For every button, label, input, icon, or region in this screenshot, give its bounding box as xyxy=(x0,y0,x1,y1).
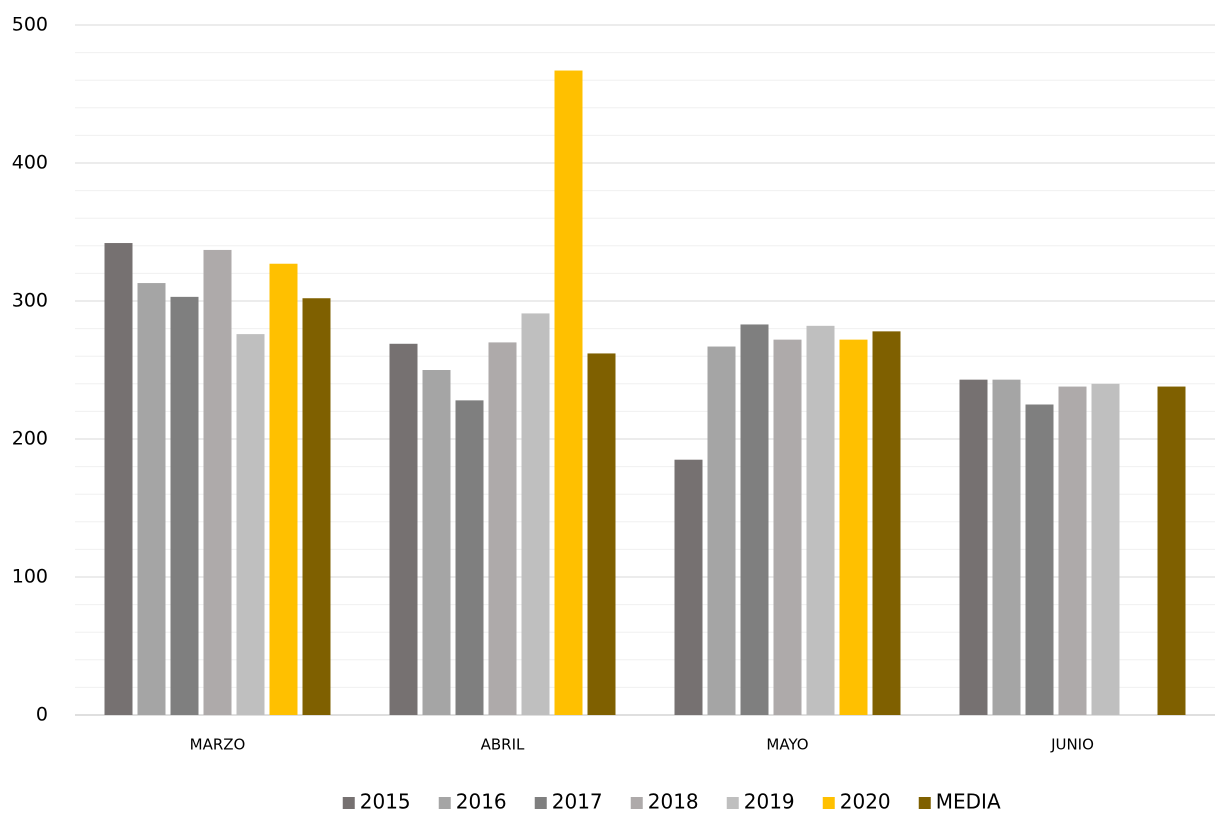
legend-label: 2016 xyxy=(456,790,507,814)
legend-swatch xyxy=(630,797,643,809)
legend-label: 2017 xyxy=(552,790,603,814)
bar xyxy=(1157,386,1186,715)
bar xyxy=(389,343,418,715)
x-tick-label: MAYO xyxy=(766,736,808,754)
bar xyxy=(455,400,484,715)
bar xyxy=(302,298,331,715)
y-tick-label: 100 xyxy=(12,566,48,588)
legend-label: MEDIA xyxy=(936,790,1001,814)
bar xyxy=(269,263,298,715)
y-tick-label: 400 xyxy=(12,152,48,174)
bar xyxy=(992,379,1021,715)
y-tick-label: 0 xyxy=(36,704,48,726)
bar xyxy=(1025,404,1054,715)
bar xyxy=(773,339,802,715)
legend-swatch xyxy=(438,797,451,809)
bar xyxy=(839,339,868,715)
legend-label: 2018 xyxy=(648,790,699,814)
x-tick-label: MARZO xyxy=(190,736,246,754)
x-tick-label: JUNIO xyxy=(1050,736,1094,754)
bar xyxy=(872,331,901,715)
bar xyxy=(1058,386,1087,715)
bar xyxy=(236,334,265,715)
bar xyxy=(170,296,199,715)
bar xyxy=(554,70,583,716)
bar xyxy=(674,459,703,715)
legend-label: 2020 xyxy=(840,790,891,814)
legend-swatch xyxy=(534,797,547,809)
y-tick-label: 200 xyxy=(12,428,48,450)
bar xyxy=(806,325,835,715)
bar xyxy=(740,324,769,715)
bar xyxy=(137,283,166,715)
bar xyxy=(587,353,616,715)
bar xyxy=(104,243,133,716)
legend-swatch xyxy=(822,797,835,809)
y-tick-label: 500 xyxy=(12,14,48,36)
bar xyxy=(1091,383,1120,715)
bar xyxy=(488,342,517,715)
bar xyxy=(521,313,550,715)
legend-swatch xyxy=(726,797,739,809)
bar xyxy=(422,370,451,715)
legend-label: 2015 xyxy=(360,790,411,814)
bar xyxy=(203,249,232,715)
legend-swatch xyxy=(918,797,931,809)
x-tick-label: ABRIL xyxy=(481,736,525,754)
bar xyxy=(959,379,988,715)
legend-label: 2019 xyxy=(744,790,795,814)
y-tick-label: 300 xyxy=(12,290,48,312)
bar xyxy=(707,346,736,715)
legend-swatch xyxy=(342,797,355,809)
